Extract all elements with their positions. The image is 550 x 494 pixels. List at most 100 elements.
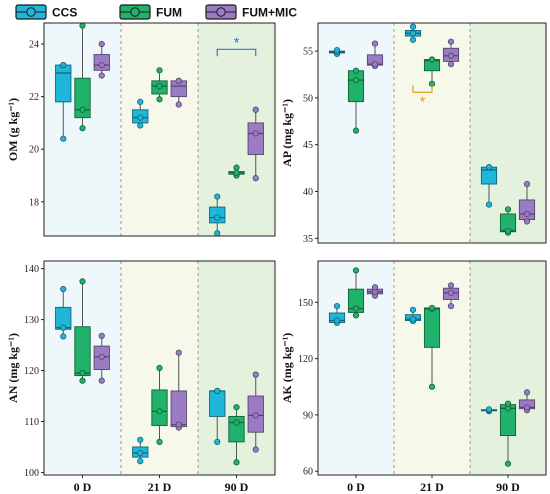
y-tick-label: 120 [24,366,39,377]
y-tick-label: 50 [303,93,313,104]
data-point [485,406,493,413]
data-point [409,36,417,43]
panel-an: 100 110 120 130 140 0 D 21 D 90 D AN (mg kg⁻¹) [6,260,276,494]
data-point [175,101,182,108]
box-fum-mic-0d [93,332,110,384]
data-point [156,83,163,90]
bracket-line [412,85,433,93]
box-fum-21d [151,364,168,445]
box-fum-0d [347,267,365,319]
box-body [347,70,365,103]
data-point [233,419,240,426]
box-ccs-0d [328,47,346,57]
data-point [98,61,105,69]
data-point [252,130,259,137]
data-point [352,305,360,312]
data-point [352,127,360,134]
data-point [137,436,144,443]
y-tick-label: 120 [298,354,313,365]
box-ccs-90d [480,164,498,208]
data-point [137,98,144,105]
y-tick-label: 35 [303,234,313,245]
data-point [504,460,512,467]
data-point [214,387,221,395]
legend-label: CCS [52,6,77,20]
box-fum-mic-0d [366,40,384,70]
box-fum-mic-21d [442,38,460,68]
data-point [79,377,86,384]
y-tick-label: 22 [29,92,39,103]
data-point [79,369,86,377]
data-point [485,164,493,171]
data-point [156,438,163,445]
data-point [98,40,105,48]
data-point [252,106,259,113]
data-point [447,52,455,59]
data-point [485,201,493,208]
data-point [371,40,379,47]
data-point [98,353,105,360]
data-point [233,459,240,466]
legend-swatch-marker [130,7,140,17]
data-point [156,364,163,372]
legend-swatch-marker [26,7,36,17]
box-ccs-21d [404,23,422,43]
legend-label: FUM+MIC [242,6,297,20]
data-point [233,164,240,171]
data-point [523,218,531,225]
box-fum-mic-90d [247,106,264,182]
significance-bracket: * [412,85,433,110]
legend-swatch-marker [216,7,226,17]
x-tick-label: 90 D [496,480,520,494]
box-fum-90d [228,164,245,179]
panel-ak: 60 90 120 150 0 D 21 D 90 D AK (mg kg⁻¹) [280,260,547,494]
panel-frame [317,22,547,244]
y-tick-label: 150 [298,298,313,309]
data-point [523,389,531,396]
box-fum-90d [499,400,517,467]
data-point [504,206,512,213]
box-ccs-90d [480,406,498,415]
panel-frame [43,22,276,237]
box-body [209,390,226,417]
box-fum-90d [228,404,245,466]
data-point [352,67,360,74]
data-point [60,61,67,69]
box-fum-mic-90d [247,371,264,453]
data-point [447,61,455,68]
box-fum-mic-21d [170,77,187,108]
y-tick-label: 130 [24,315,39,326]
data-point [156,408,163,415]
panels: * 18 20 22 24 OM (g kg⁻¹) * 35 40 45 50 55 AP (mg kg… [6,22,547,494]
box-fum-mic-90d [518,180,536,225]
y-tick-label: 20 [29,145,39,156]
data-point [98,377,105,384]
x-tick-label: 90 D [225,480,249,494]
box-fum-90d [499,206,517,236]
data-point [60,135,67,142]
box-body [74,326,91,377]
data-point [504,227,512,234]
data-point [214,230,221,237]
box-fum-0d [74,22,91,132]
data-point [175,421,182,428]
box-ccs-90d [209,387,226,445]
significance-bracket: * [216,34,257,57]
box-body [170,390,187,428]
data-point [504,400,512,407]
box-body [74,77,91,119]
data-point [252,446,259,453]
data-point [252,175,259,182]
data-point [214,438,221,445]
y-axis-label: AN (mg kg⁻¹) [6,333,20,403]
data-point [137,458,144,465]
data-point [79,106,86,113]
box-fum-mic-90d [518,389,536,414]
data-point [409,30,417,37]
y-tick-label: 18 [29,197,39,208]
data-point [137,449,144,457]
box-ccs-0d [328,302,346,327]
y-tick-label: 90 [303,410,313,421]
data-point [60,333,67,340]
data-point [409,306,417,313]
